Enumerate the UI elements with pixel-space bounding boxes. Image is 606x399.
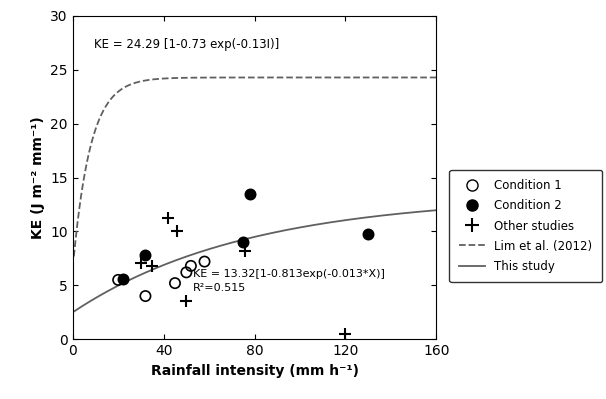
Point (241, 248, 250, 254)
Point (164, 215, 173, 222)
X-axis label: Rainfall intensity (mm h⁻¹): Rainfall intensity (mm h⁻¹) (150, 363, 359, 377)
Point (147, 263, 157, 269)
Point (341, 330, 350, 337)
Point (141, 252, 150, 258)
Point (200, 259, 210, 265)
Point (173, 228, 182, 235)
Point (364, 230, 373, 237)
Text: KE = 13.32[1-0.813exp(-0.013*X)]: KE = 13.32[1-0.813exp(-0.013*X)] (193, 269, 385, 279)
Point (170, 280, 180, 286)
Point (238, 239, 248, 245)
Point (136, 259, 146, 266)
Y-axis label: KE (J m⁻² mm⁻¹): KE (J m⁻² mm⁻¹) (31, 116, 45, 239)
Point (141, 293, 150, 299)
Point (186, 263, 196, 269)
Text: KE = 24.29 [1-0.73 exp(-0.13I)]: KE = 24.29 [1-0.73 exp(-0.13I)] (94, 38, 279, 51)
Text: R²=0.515: R²=0.515 (193, 282, 247, 293)
Point (182, 269, 191, 276)
Legend: Condition 1, Condition 2, Other studies, Lim et al. (2012), This study: Condition 1, Condition 2, Other studies,… (450, 170, 602, 282)
Point (118, 276, 128, 282)
Point (182, 298, 191, 305)
Point (245, 191, 255, 197)
Point (113, 277, 123, 283)
